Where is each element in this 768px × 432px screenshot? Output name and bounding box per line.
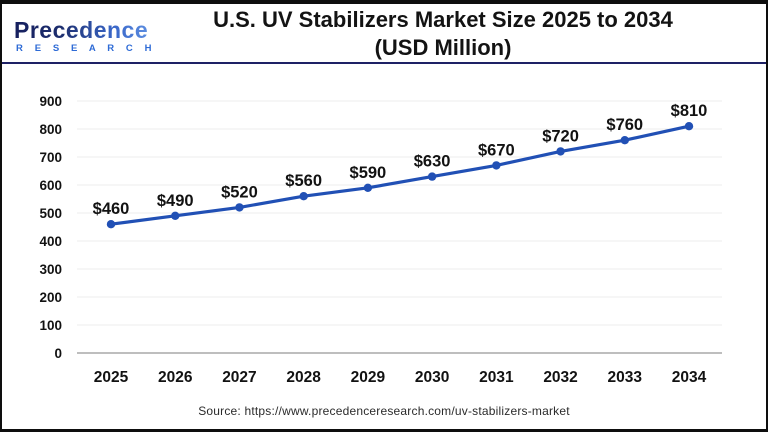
data-label: $720: [542, 127, 579, 145]
y-tick-label: 800: [39, 122, 62, 137]
data-point: [492, 161, 501, 170]
data-point: [106, 220, 116, 229]
header-divider: [0, 62, 768, 64]
data-point: [171, 211, 180, 220]
x-tick-label: 2033: [608, 369, 643, 386]
chart-title-line2: (USD Million): [374, 35, 512, 60]
data-label: $590: [350, 164, 387, 182]
data-label: $760: [606, 116, 643, 134]
data-label: $490: [157, 192, 194, 210]
data-point: [556, 147, 565, 156]
x-tick-label: 2030: [415, 369, 449, 386]
source-attribution: Source: https://www.precedenceresearch.c…: [198, 404, 570, 418]
data-point: [363, 183, 373, 192]
y-tick-label: 400: [39, 234, 62, 249]
y-tick-label: 100: [39, 318, 62, 333]
data-label: $670: [478, 141, 515, 159]
data-label: $560: [285, 172, 322, 190]
data-label: $630: [414, 153, 451, 171]
x-tick-label: 2028: [286, 369, 321, 386]
x-tick-label: 2026: [158, 369, 193, 386]
data-point: [620, 136, 629, 145]
trend-line: [109, 124, 691, 226]
y-tick-label: 900: [39, 94, 62, 109]
x-tick-label: 2025: [94, 369, 129, 386]
data-label: $810: [671, 102, 708, 120]
precedence-research-logo: Precedence R E S E A R C H: [14, 19, 156, 54]
y-tick-label: 300: [39, 262, 62, 277]
data-label: $460: [93, 200, 130, 218]
x-tick-label: 2034: [672, 369, 707, 386]
chart-title: U.S. UV Stabilizers Market Size 2025 to …: [132, 6, 754, 62]
data-point: [684, 122, 694, 131]
logo-subtitle: R E S E A R C H: [16, 43, 157, 54]
x-tick-label: 2032: [543, 369, 577, 386]
chart-title-line1: U.S. UV Stabilizers Market Size 2025 to …: [213, 7, 673, 32]
x-tick-label: 2027: [222, 369, 256, 386]
data-point: [299, 192, 308, 201]
y-tick-label: 0: [54, 346, 62, 361]
y-tick-label: 500: [39, 206, 62, 221]
y-tick-label: 700: [39, 150, 62, 165]
y-tick-label: 200: [39, 290, 62, 305]
data-label: $520: [221, 183, 258, 201]
x-tick-label: 2029: [351, 369, 386, 386]
data-point: [235, 203, 244, 212]
data-point: [427, 172, 437, 181]
x-tick-label: 2031: [479, 369, 514, 386]
y-tick-label: 600: [39, 178, 62, 193]
logo-wordmark: Precedence: [14, 17, 149, 43]
